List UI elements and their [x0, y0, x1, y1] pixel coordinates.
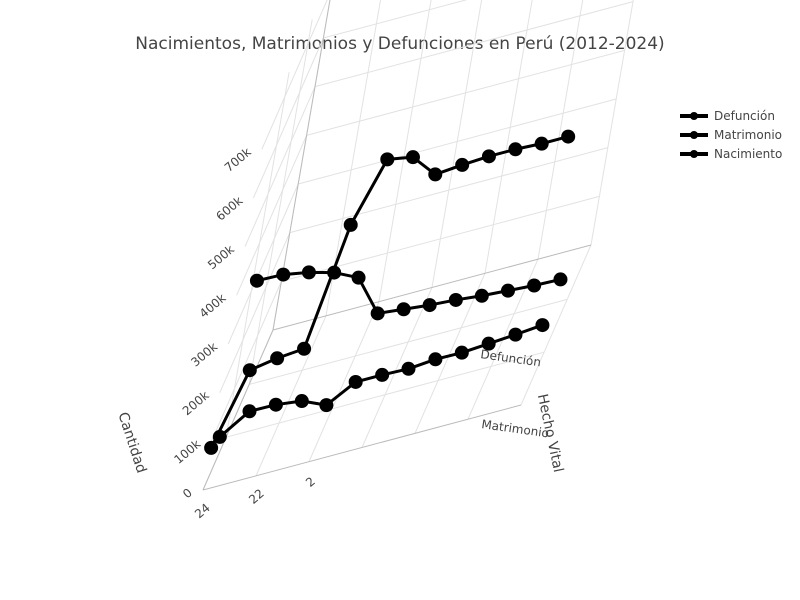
data-point [380, 152, 395, 167]
data-point [534, 136, 549, 151]
data-point [343, 217, 358, 232]
data-point [428, 352, 443, 367]
series-matrimonio [212, 318, 550, 444]
floor-grid-line [520, 244, 592, 406]
side-wall-grid-line [236, 135, 308, 296]
z-tick-label: 300k [188, 340, 220, 370]
data-point [301, 265, 316, 280]
data-point [396, 302, 411, 317]
legend-swatch [678, 110, 710, 122]
data-point [455, 157, 470, 172]
data-point [375, 367, 390, 382]
legend-item-matrimonio[interactable]: Matrimonio [678, 125, 796, 144]
back-wall-grid-line [306, 49, 625, 136]
data-point [401, 361, 416, 376]
back-wall-grid-line [537, 0, 584, 260]
data-point [249, 273, 264, 288]
back-wall-grid-line [323, 0, 468, 39]
data-point [268, 397, 283, 412]
back-wall-grid-line [298, 98, 617, 185]
data-point [405, 150, 420, 165]
data-point [422, 298, 437, 313]
floor-grid-line [249, 298, 568, 385]
z-tick-label: 200k [180, 388, 212, 418]
floor-grid-line [308, 301, 380, 462]
legend-label: Matrimonio [714, 127, 782, 142]
side-wall-grid-line [210, 281, 282, 442]
z-tick-label: 700k [222, 145, 254, 175]
back-wall-grid-line [314, 1, 634, 88]
x-tick-label: 2 [303, 474, 318, 490]
legend-swatch [678, 129, 710, 141]
side-wall-grid-line [225, 72, 290, 438]
back-wall-grid-line [431, 0, 483, 288]
data-point [527, 278, 542, 293]
x-tick-label: 22 [246, 486, 267, 507]
data-point [242, 363, 257, 378]
floor-grid-line [225, 351, 545, 438]
data-point [561, 129, 576, 144]
data-point [481, 149, 496, 164]
z-tick-label: 500k [205, 242, 237, 272]
data-point [319, 398, 334, 413]
series-layer [204, 129, 576, 455]
back-wall-grid-line [484, 0, 533, 274]
back-wall-grid-line [378, 0, 432, 302]
data-point [448, 292, 463, 307]
back-wall-grid-line [289, 147, 608, 234]
side-wall-grid-line [248, 19, 313, 385]
data-point [348, 374, 363, 389]
z-axis-title: Cantidad [114, 410, 149, 475]
x-tick-label: 24 [192, 501, 213, 522]
legend-label: Nacimiento [714, 146, 783, 161]
data-point [508, 142, 523, 157]
z-tick-label: 400k [197, 291, 229, 321]
legend-swatch [678, 148, 710, 160]
data-point [481, 336, 496, 351]
data-point [500, 283, 515, 298]
legend-item-defuncion[interactable]: Defunción [678, 106, 796, 125]
legend: Defunción Matrimonio Nacimiento [678, 106, 796, 163]
data-point [242, 404, 257, 419]
data-point [553, 272, 568, 287]
data-point [474, 288, 489, 303]
floor-grid-line [361, 287, 433, 448]
y-axis-line [202, 329, 274, 491]
grid-lines [202, 0, 634, 491]
side-wall-grid-line [227, 183, 299, 345]
floor-grid-line [255, 315, 327, 477]
data-point [276, 267, 291, 282]
data-point [428, 167, 443, 182]
back-axis-line [272, 244, 592, 331]
x-axis-line [202, 404, 522, 491]
z-tick-label: 0 [180, 486, 195, 502]
data-point [508, 327, 523, 342]
chart-title: Nacimientos, Matrimonios y Defunciones e… [135, 34, 665, 54]
data-point [535, 318, 550, 333]
data-point [294, 394, 309, 409]
side-wall-grid-line [219, 232, 291, 393]
side-wall-grid-line [244, 86, 316, 247]
data-point [370, 306, 385, 321]
z-tick-label: 600k [213, 194, 245, 224]
side-wall-grid-line [261, 0, 328, 150]
floor-grid-line [414, 273, 486, 434]
z-tick-label: 100k [171, 437, 203, 467]
data-point [351, 270, 366, 285]
data-point [454, 345, 469, 360]
side-wall-grid-line [252, 37, 324, 199]
axis-lines [202, 0, 592, 491]
legend-item-nacimiento[interactable]: Nacimiento [678, 144, 796, 163]
series-nacimiento [204, 129, 576, 455]
back-wall-grid-line [590, 0, 634, 246]
data-point [270, 351, 285, 366]
back-wall-grid-line [325, 0, 382, 316]
tick-labels: 0100k200k300k400k500k600k700k24222Defunc… [171, 145, 549, 521]
legend-label: Defunción [714, 108, 775, 123]
data-point [204, 440, 219, 455]
data-point [297, 341, 312, 356]
